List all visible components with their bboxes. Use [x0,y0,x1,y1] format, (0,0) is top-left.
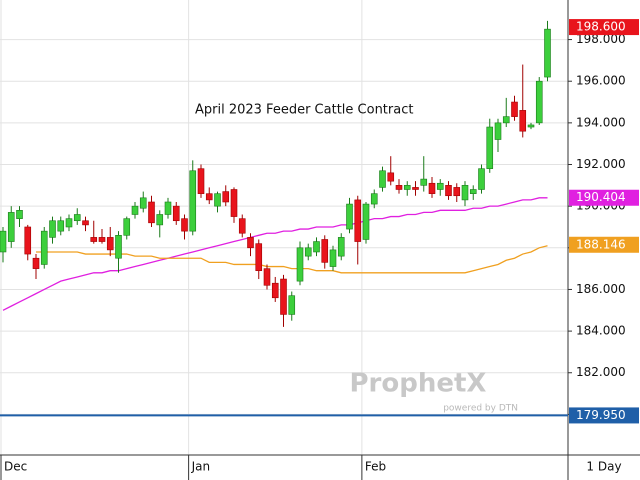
candle-body [511,101,518,117]
candle-body [387,172,395,182]
candle-body [7,212,15,242]
candle-body [288,295,296,315]
last-value-box [569,189,639,206]
candle-body [123,218,131,236]
y-tick-label: 184.000 [576,324,626,338]
candle-body [370,193,378,205]
candle-body [346,203,353,230]
candle-body [40,230,48,265]
candle-body [131,205,139,215]
candle-body [321,239,329,263]
candle-body [354,199,362,242]
moving-average-line [2,197,548,311]
candle-body [519,110,527,132]
candle-body [395,185,403,190]
candle-body [156,214,164,226]
candle-body [57,220,65,232]
candle-body [428,182,436,194]
candle-body [379,170,386,188]
candle-body [230,189,238,217]
candle-body [337,237,345,257]
candle-body [296,247,304,282]
candle-body [280,278,287,315]
candle-body [189,170,197,232]
candle-body [0,230,7,253]
candle-body [420,178,428,186]
candle-body [172,205,180,222]
last-value-box [569,236,639,253]
candle-body [98,237,106,242]
candle-body [412,187,419,190]
x-tick-label: Dec [4,460,27,474]
watermark: ProphetX [350,369,487,399]
last-value-label: 190.404 [576,190,626,204]
candle-body [82,220,89,226]
candle-body [24,226,32,255]
y-tick-label: 194.000 [576,115,626,129]
candle-body [139,197,147,209]
candle-body [32,257,40,269]
candle-body [65,218,73,228]
y-tick-label: 192.000 [576,157,626,171]
candle-body [304,247,312,257]
candle-body [164,201,172,215]
last-value-box [569,19,639,36]
candle-body [197,168,205,194]
candle-body [271,282,279,299]
candle-body [362,203,370,240]
candle-body [502,116,510,124]
x-tick-label: Feb [365,460,386,474]
last-value-label: 198.600 [576,20,626,34]
candle-body [544,28,551,78]
candle-body [16,210,23,219]
candle-body [73,214,81,222]
candle-body [478,168,485,190]
y-tick-label: 182.000 [576,365,626,379]
candle-body [461,185,469,201]
candle-body [90,237,98,242]
candle-body [148,201,155,224]
interval-label: 1 Day [586,460,621,474]
candle-body [247,237,254,249]
x-tick-label: Jan [191,460,211,474]
candle-body [255,243,263,272]
candle-body [222,191,230,203]
candle-body [313,241,320,253]
candle-body [214,193,221,207]
y-tick-label: 196.000 [576,74,626,88]
candle-body [238,218,246,234]
chart-title: April 2023 Feeder Cattle Contract [195,103,413,118]
candle-body [263,268,271,286]
y-tick-label: 186.000 [576,282,626,296]
watermark-sub: powered by DTN [443,404,518,414]
candle-body [329,249,337,267]
candle-body [469,189,477,194]
last-value-box [569,407,639,424]
candle-body [494,122,502,140]
candle-body [535,80,543,124]
candle-body [181,218,188,232]
last-value-label: 188.146 [576,237,626,251]
y-tick-label: 198.000 [576,32,626,46]
candle-body [49,220,56,238]
candle-body [403,185,411,190]
candle-body [205,193,213,201]
candle-body [453,187,461,197]
candle-body [486,126,494,169]
candle-body [527,124,535,128]
candle-body [445,185,452,197]
last-value-label: 179.950 [576,408,626,422]
candle-body [106,237,114,251]
candle-body [115,235,122,259]
candle-body [436,182,444,190]
